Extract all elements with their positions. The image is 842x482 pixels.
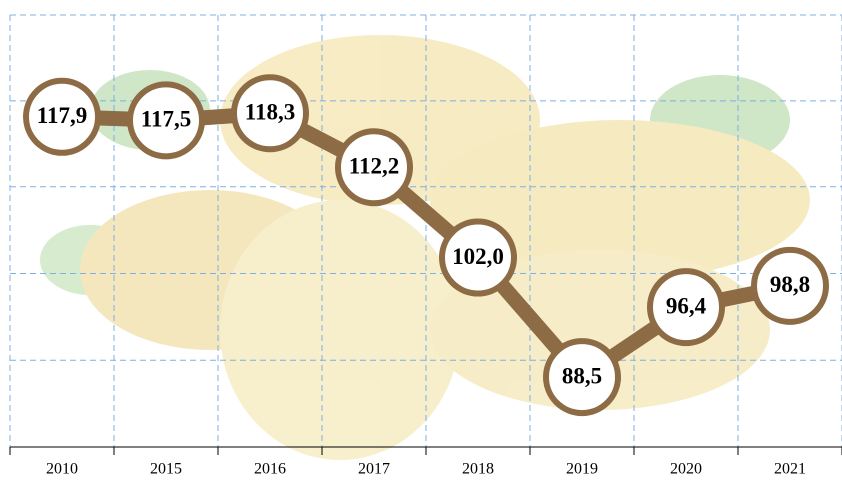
value-label: 118,3 (245, 100, 295, 125)
x-tick-label: 2010 (46, 461, 78, 478)
x-tick-label: 2015 (150, 461, 182, 478)
x-tick-label: 2019 (566, 461, 598, 478)
value-label: 98,8 (770, 272, 810, 297)
value-label: 117,9 (37, 103, 87, 128)
page: {"chart_data": {"type": "line", "categor… (0, 0, 842, 482)
x-tick-label: 2016 (254, 461, 286, 478)
value-label: 102,0 (452, 244, 504, 269)
chart: 117,9 117,5 118,3 112,2 102,0 88,5 96,4 98,8 201… (0, 0, 842, 482)
x-tick-label: 2017 (358, 461, 390, 478)
x-tick-label: 2018 (462, 461, 494, 478)
value-label: 117,5 (141, 107, 191, 132)
value-label: 96,4 (666, 293, 707, 318)
value-label: 88,5 (562, 363, 602, 388)
value-label: 112,2 (349, 154, 399, 179)
x-tick-label: 2020 (670, 461, 702, 478)
x-tick-label: 2021 (774, 461, 806, 478)
